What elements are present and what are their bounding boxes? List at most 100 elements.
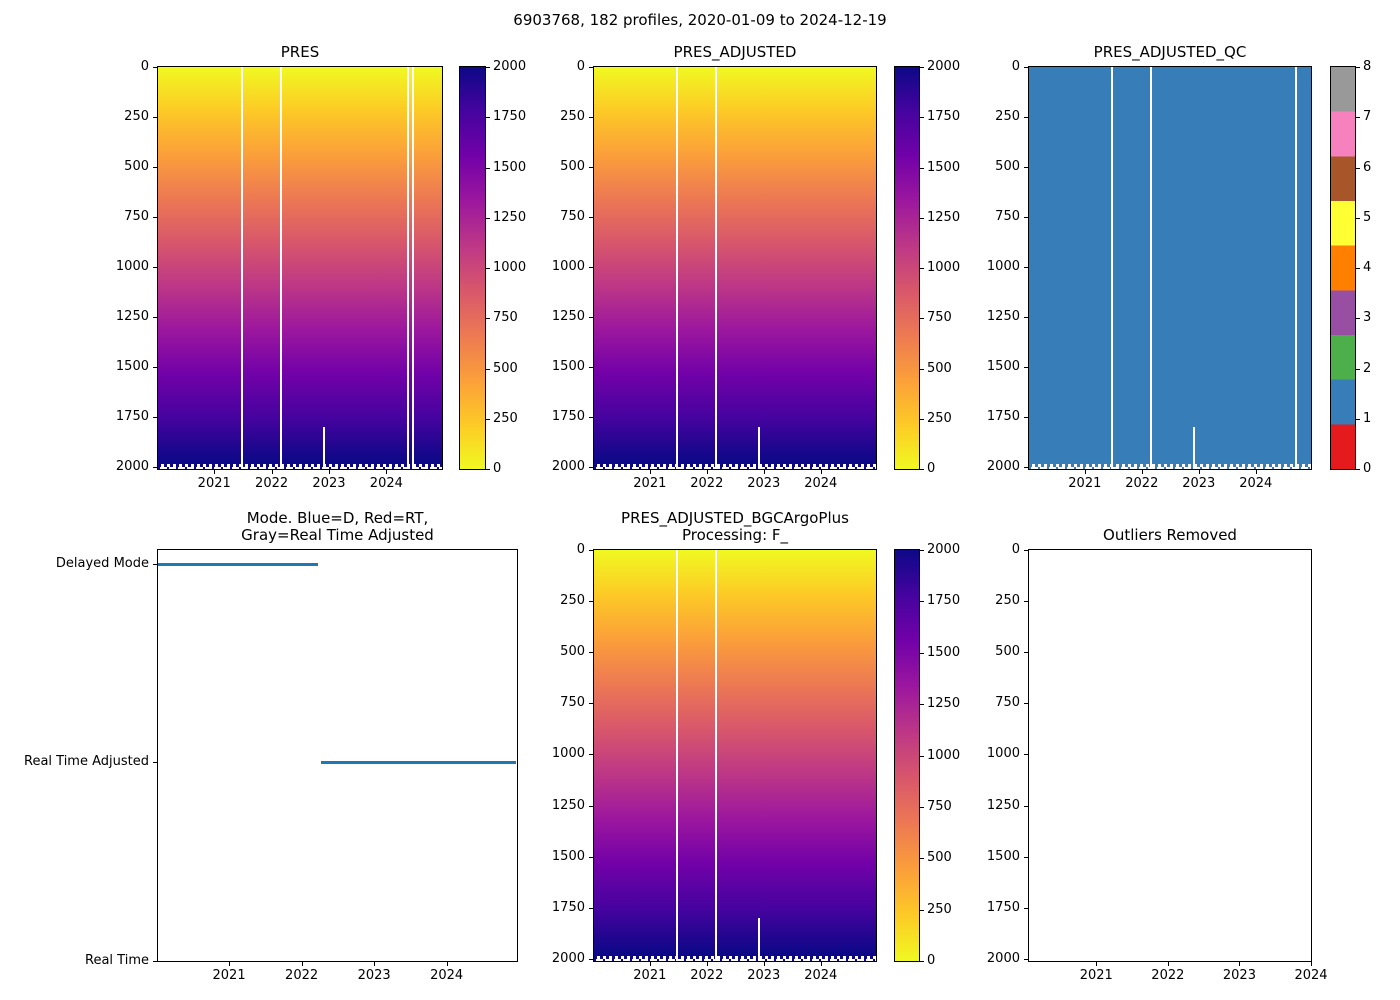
heatmap-fill [1029,67,1311,461]
x-tick-mark [1255,470,1257,474]
colorbar-tick-label: 7 [1363,109,1372,125]
x-tick-mark [706,470,708,474]
y-tick-label: 250 [560,593,585,609]
y-tick-label: 250 [560,109,585,124]
y-tick-mark [589,417,593,418]
colorbar-tick-mark [1356,418,1360,420]
pres_adjusted_qc-axes [1028,66,1312,470]
y-tick-mark [589,167,593,168]
y-tick-mark [1024,703,1028,705]
colorbar-tick-mark [486,167,490,169]
x-tick-mark [649,962,651,966]
y-tick-label: 1000 [115,259,149,274]
real-time-adjusted-segment [321,761,516,765]
y-tick-mark [153,317,157,318]
y-category-label: Real Time [85,953,149,968]
y-category-label: Real Time Adjusted [24,754,149,770]
colorbar-tick-label: 500 [493,360,518,376]
x-tick-label: 2023 [747,476,781,491]
x-tick-label: 2021 [633,476,667,491]
y-tick-mark [153,563,157,565]
y-tick-mark [153,417,157,418]
y-tick-label: 1000 [986,259,1020,274]
colorbar-fill [460,67,485,469]
colorbar-tick-label: 1000 [927,260,961,275]
shallow-profile-gap [1192,427,1195,469]
y-tick-mark [153,167,157,168]
shallow-profile-gap [757,918,760,961]
y-tick-mark [589,703,593,705]
ragged-bottom-edge [1029,464,1311,467]
x-tick-label: 2021 [197,476,231,491]
x-tick-mark [820,470,822,474]
x-tick-mark [1084,470,1086,474]
outliers-axes [1028,549,1312,962]
x-tick-label: 2024 [369,476,403,491]
y-tick-mark [1024,67,1028,68]
missing-profile-gap [676,67,679,469]
heatmap-bottom-band [1029,461,1311,464]
y-tick-mark [1024,652,1028,654]
y-tick-mark [1024,467,1028,468]
colorbar-tick-mark [1356,117,1360,119]
y-tick-label: 1500 [986,848,1020,864]
y-tick-mark [1024,550,1028,551]
x-tick-mark [763,470,765,474]
ragged-bottom-edge-deep [1029,467,1311,469]
y-tick-label: 750 [124,209,149,224]
x-tick-label: 2023 [312,476,346,491]
colorbar-tick-mark [920,268,924,269]
y-tick-label: 1500 [551,359,585,374]
colorbar-tick-mark [920,469,924,470]
ragged-bottom-edge [594,956,876,959]
y-tick-label: 1000 [551,746,585,762]
pres_adjusted-axes [593,66,877,470]
y-tick-label: 0 [140,59,149,74]
heatmap-fill [594,67,876,461]
missing-profile-gap [406,67,409,469]
colorbar-tick-mark [1356,67,1360,68]
y-tick-label: 250 [995,109,1020,124]
x-tick-mark [446,962,448,966]
y-tick-mark [153,117,157,118]
colorbar-tick-mark [1356,268,1360,269]
colorbar-tick-label: 1500 [927,644,961,660]
colorbar-tick-mark [920,217,924,219]
pres_adjusted-title: PRES_ADJUSTED [673,43,797,61]
y-tick-mark [589,67,593,68]
y-tick-label: 1250 [551,309,585,324]
x-tick-label: 2024 [804,968,838,983]
colorbar-tick-mark [486,117,490,119]
colorbar-tick-label: 1000 [493,260,527,275]
mode-title: Gray=Real Time Adjusted [241,526,434,544]
x-tick-label: 2024 [804,476,838,491]
colorbar-tick-mark [486,469,490,470]
colorbar-tick-label: 1000 [927,747,961,763]
y-tick-mark [153,762,157,764]
colorbar-tick-label: 750 [493,310,518,326]
y-tick-mark [589,856,593,858]
colorbar-tick-label: 1250 [493,209,527,225]
colorbar-tick-label: 1500 [927,159,961,175]
colorbar-tick-label: 250 [927,410,952,426]
ragged-bottom-edge-deep [594,959,876,961]
colorbar-tick-mark [1356,368,1360,370]
colorbar-tick-label: 1250 [927,696,961,712]
x-tick-mark [328,470,330,474]
missing-profile-gap [1295,67,1298,469]
y-tick-mark [589,907,593,909]
y-tick-label: 1250 [986,797,1020,813]
y-tick-mark [1024,805,1028,807]
y-tick-label: 2000 [551,459,585,474]
y-tick-mark [1024,907,1028,909]
y-tick-mark [589,652,593,654]
colorbar-tick-label: 2000 [927,59,961,74]
pres_adjusted_qc-colorbar [1330,66,1356,470]
y-tick-label: 750 [560,695,585,711]
colorbar-tick-mark [920,858,924,860]
colorbar-tick-mark [486,368,490,370]
pres_adjusted_bgc-title: PRES_ADJUSTED_BGCArgoPlus [621,509,849,527]
x-tick-label: 2023 [1222,968,1256,983]
x-tick-mark [386,470,388,474]
